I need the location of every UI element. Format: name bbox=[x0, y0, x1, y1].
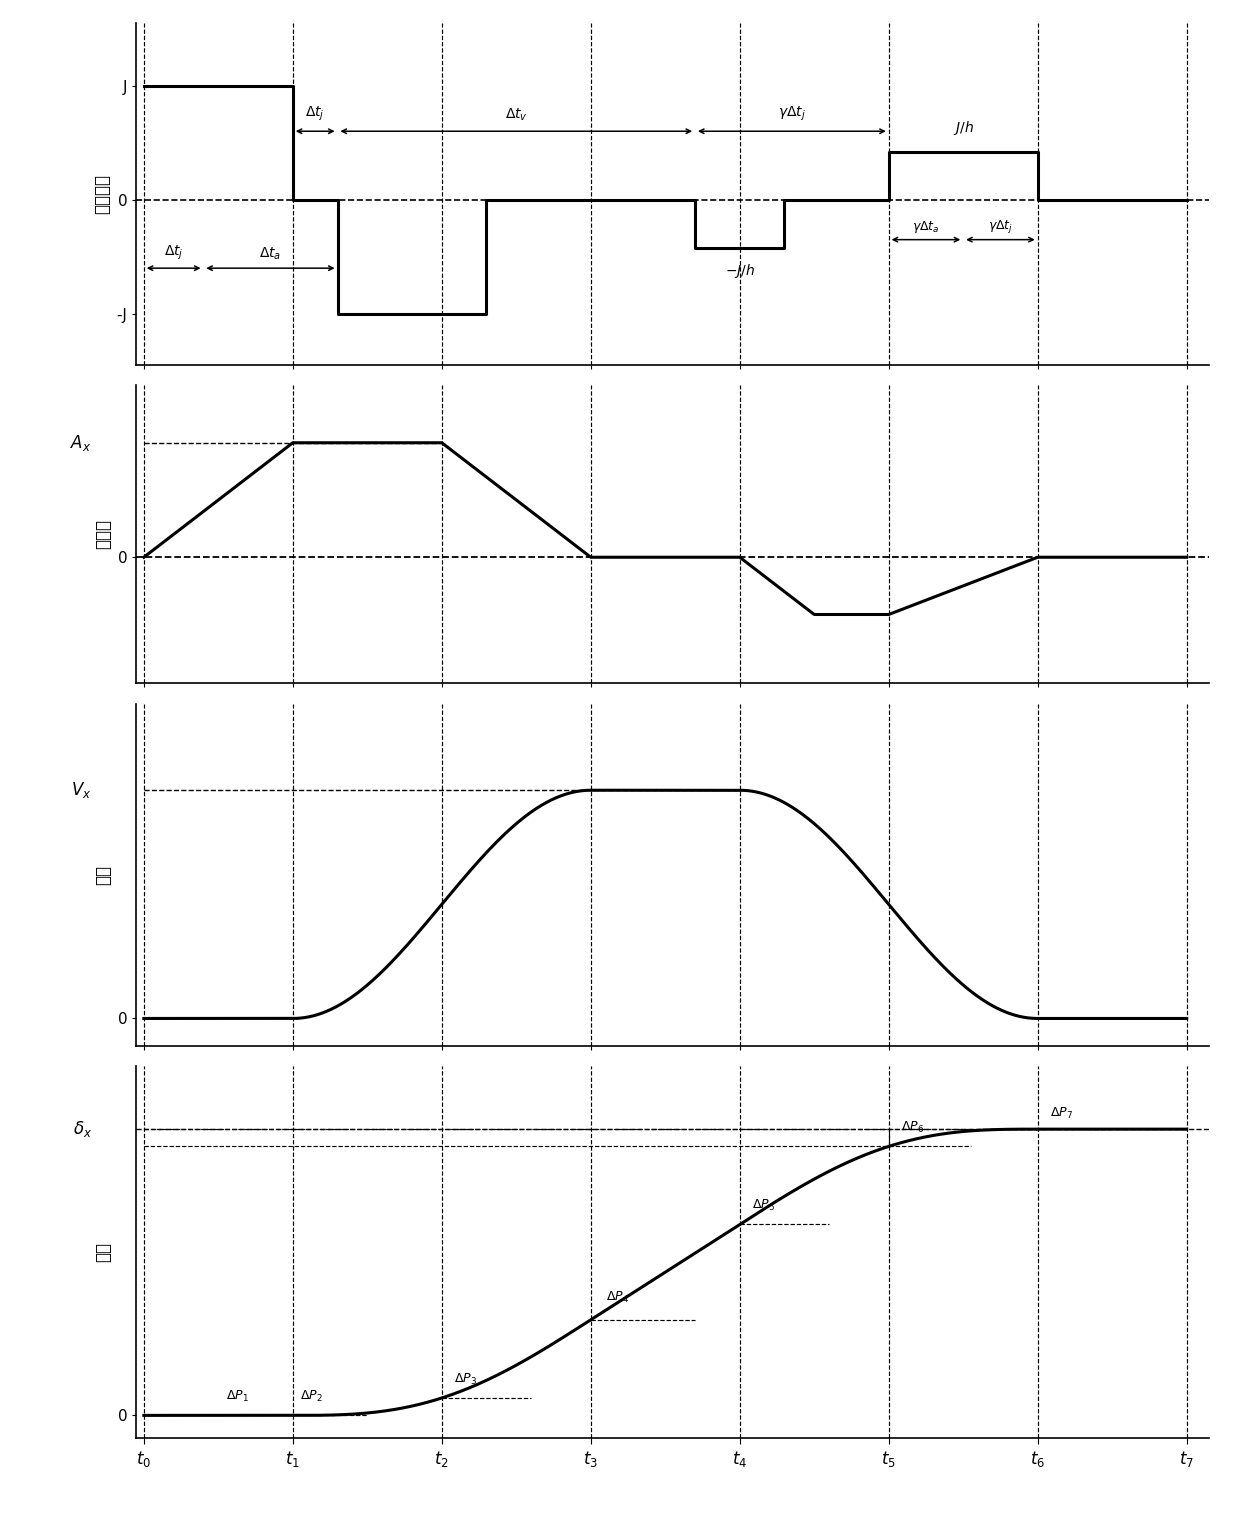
Y-axis label: 速度: 速度 bbox=[94, 864, 112, 884]
Text: $\Delta P_4$: $\Delta P_4$ bbox=[605, 1291, 629, 1306]
Text: $\Delta P_5$: $\Delta P_5$ bbox=[751, 1198, 775, 1213]
Text: $\Delta t_j$: $\Delta t_j$ bbox=[164, 244, 184, 262]
Text: $\Delta P_7$: $\Delta P_7$ bbox=[1049, 1105, 1073, 1120]
Text: $\gamma \Delta t_j$: $\gamma \Delta t_j$ bbox=[777, 105, 806, 123]
Y-axis label: 位移: 位移 bbox=[94, 1242, 112, 1262]
Text: $\gamma \Delta t_j$: $\gamma \Delta t_j$ bbox=[988, 218, 1013, 234]
Text: $A_x$: $A_x$ bbox=[71, 432, 92, 452]
Text: $\Delta P_3$: $\Delta P_3$ bbox=[454, 1371, 476, 1387]
Text: $\Delta t_v$: $\Delta t_v$ bbox=[505, 107, 528, 123]
Text: $\gamma \Delta t_a$: $\gamma \Delta t_a$ bbox=[913, 219, 940, 234]
Text: $\delta_x$: $\delta_x$ bbox=[73, 1119, 92, 1138]
Text: $\Delta P_2$: $\Delta P_2$ bbox=[300, 1390, 322, 1403]
Text: $V_x$: $V_x$ bbox=[72, 781, 92, 801]
Y-axis label: 加加速度: 加加速度 bbox=[93, 174, 110, 215]
Y-axis label: 加速度: 加速度 bbox=[94, 519, 112, 549]
Text: $\Delta t_a$: $\Delta t_a$ bbox=[259, 247, 281, 262]
Text: $\Delta t_j$: $\Delta t_j$ bbox=[305, 105, 325, 123]
Text: $J/h$: $J/h$ bbox=[952, 119, 973, 137]
Text: $-J/h$: $-J/h$ bbox=[724, 262, 755, 280]
Text: $\Delta P_1$: $\Delta P_1$ bbox=[226, 1390, 248, 1403]
Text: $\Delta P_6$: $\Delta P_6$ bbox=[900, 1120, 924, 1135]
